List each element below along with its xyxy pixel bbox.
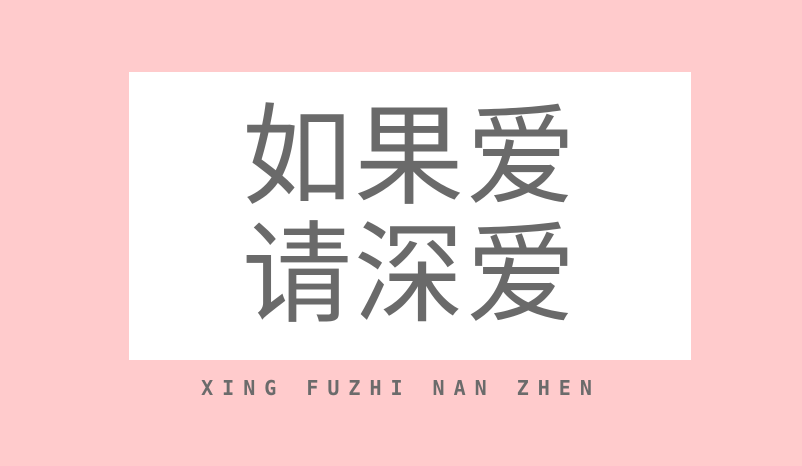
title-line-2: 请深爱 bbox=[242, 211, 578, 339]
subtitle-text: XING FUZHI NAN ZHEN bbox=[201, 376, 601, 400]
title-line-1: 如果爱 bbox=[242, 93, 578, 221]
title-card: 如果爱 请深爱 bbox=[129, 72, 691, 360]
